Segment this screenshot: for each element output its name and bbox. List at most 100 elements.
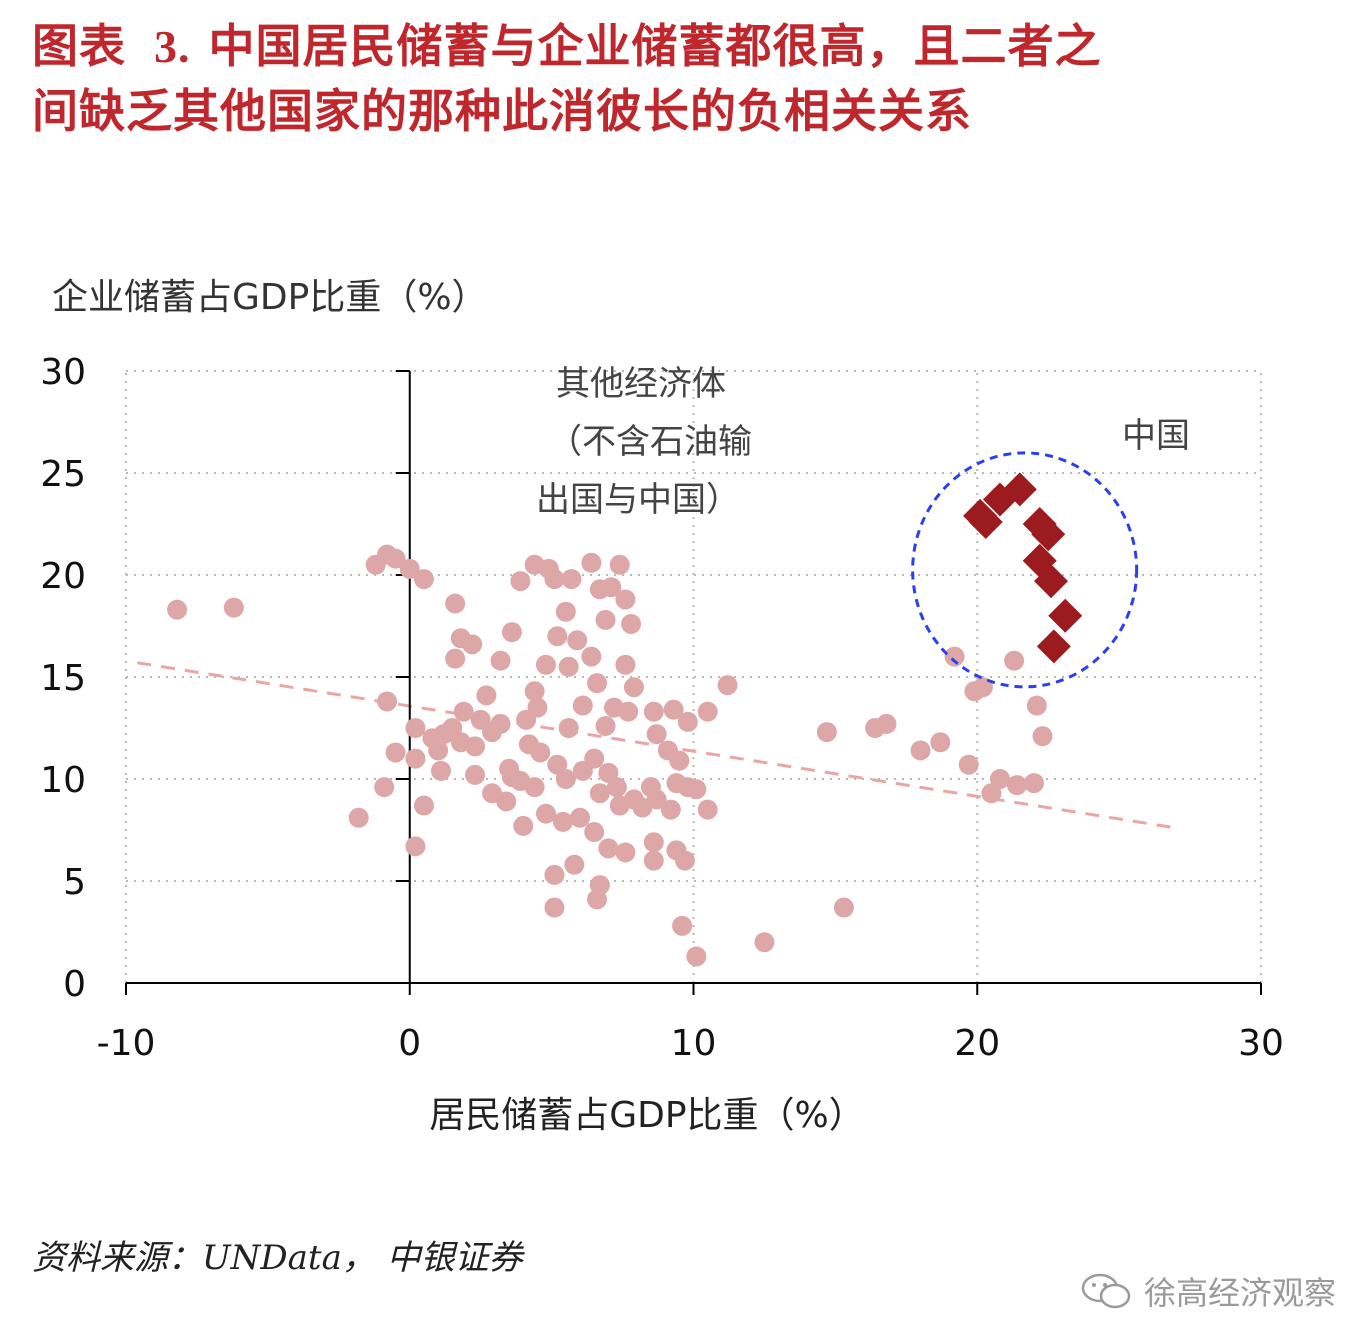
china-points xyxy=(963,472,1083,664)
data-point-other xyxy=(567,630,588,651)
watermark: 徐高经济观察 xyxy=(1080,1268,1336,1314)
annotation-china: 中国 xyxy=(1122,416,1190,456)
data-point-other xyxy=(587,673,608,694)
data-point-china xyxy=(1048,598,1083,633)
x-axis-label-text: 居民储蓄占GDP比重（%） xyxy=(429,1095,865,1136)
data-point-other xyxy=(399,558,420,579)
data-point-other xyxy=(462,634,483,655)
data-point-other xyxy=(609,554,630,575)
data-point-other xyxy=(413,795,434,816)
data-point-other xyxy=(535,654,556,675)
data-point-other xyxy=(476,685,497,706)
tick-labels: -10 0 10 20 30 0 5 10 15 20 25 30 xyxy=(40,352,1284,1064)
data-point-other xyxy=(1032,726,1053,747)
trendline-group xyxy=(137,661,1177,830)
data-point-china xyxy=(1036,629,1071,664)
data-point-other xyxy=(527,697,548,718)
data-point-other xyxy=(552,811,573,832)
figure-label: 图表 xyxy=(32,19,126,73)
data-point-other xyxy=(958,754,979,775)
data-point-other xyxy=(547,626,568,647)
y-tick-label: 30 xyxy=(40,352,86,393)
annotation-others-line1: 其他经济体 xyxy=(556,364,726,404)
data-point-other xyxy=(555,769,576,789)
data-point-other xyxy=(558,718,579,738)
data-point-other xyxy=(405,718,426,738)
data-point-other xyxy=(581,646,602,667)
data-point-other xyxy=(615,589,636,610)
data-point-other xyxy=(674,850,695,871)
data-point-other xyxy=(981,783,1002,804)
data-point-other xyxy=(646,724,667,745)
x-tick-label: -10 xyxy=(97,1023,156,1064)
data-point-other xyxy=(697,799,718,820)
data-point-other xyxy=(754,932,775,953)
data-point-other xyxy=(513,815,534,836)
data-point-other xyxy=(374,777,395,798)
data-point-china xyxy=(1002,472,1037,507)
data-point-other xyxy=(496,791,517,812)
china-highlight-circle xyxy=(911,451,1139,689)
annotation-others-line3: 出国与中国） xyxy=(536,480,740,520)
data-point-other xyxy=(618,701,639,722)
data-point-other xyxy=(663,699,684,720)
data-point-other xyxy=(465,736,486,757)
y-tick-label: 0 xyxy=(63,964,86,1005)
data-point-other xyxy=(587,889,608,910)
data-point-other xyxy=(944,646,965,667)
data-point-other xyxy=(538,558,559,579)
data-point-other xyxy=(570,807,590,828)
x-tick-label: 10 xyxy=(671,1023,717,1064)
data-point-other xyxy=(561,569,582,590)
data-point-other xyxy=(558,656,579,677)
data-point-other xyxy=(223,597,244,618)
source-note: 资料来源：UNData， 中银证券 xyxy=(32,1238,523,1278)
data-point-other xyxy=(595,609,616,630)
data-point-other xyxy=(405,836,426,857)
trendline xyxy=(137,661,1177,830)
data-point-other xyxy=(405,748,426,769)
x-tick-label: 30 xyxy=(1238,1023,1284,1064)
y-tick-label: 15 xyxy=(40,658,86,699)
data-point-other xyxy=(385,548,406,569)
data-point-other xyxy=(544,897,565,918)
data-point-other xyxy=(876,713,897,734)
data-point-other xyxy=(601,577,622,598)
data-point-china xyxy=(1031,517,1066,552)
data-point-other xyxy=(1006,775,1027,796)
data-point-other xyxy=(584,748,605,769)
data-point-other xyxy=(413,569,434,590)
y-axis-label: 企业储蓄占GDP比重（%） xyxy=(52,277,488,318)
china-circle-group xyxy=(911,451,1139,689)
data-point-other xyxy=(501,622,522,643)
data-point-other xyxy=(167,599,188,620)
data-point-other xyxy=(589,783,610,804)
data-point-other xyxy=(430,760,451,781)
data-point-other xyxy=(646,789,667,810)
data-point-other xyxy=(530,742,551,763)
figure-number: 3. xyxy=(154,21,191,72)
data-point-other xyxy=(453,701,474,722)
data-point-other xyxy=(510,571,531,592)
data-point-other xyxy=(564,854,585,875)
watermark-text: 徐高经济观察 xyxy=(1143,1274,1336,1312)
data-point-other xyxy=(581,552,602,573)
data-point-other xyxy=(535,803,556,824)
axes xyxy=(125,370,1262,995)
data-point-other xyxy=(1004,650,1025,671)
data-point-china xyxy=(1034,564,1069,599)
data-point-other xyxy=(501,766,522,787)
wechat-icon xyxy=(1081,1273,1131,1309)
data-point-other xyxy=(524,681,545,702)
figure-title: 图表 3. 中国居民储蓄与企业储蓄都很高，且二者之 间缺乏其他国家的那种此消彼长的负… xyxy=(32,14,1352,143)
data-point-other xyxy=(1024,773,1044,794)
y-tick-label: 25 xyxy=(40,454,86,495)
data-point-other xyxy=(598,838,619,859)
title-text-line2: 间缺乏其他国家的那种此消彼长的负相关关系 xyxy=(32,84,972,138)
data-point-other xyxy=(643,701,664,722)
title-text-line1: 中国居民储蓄与企业储蓄都很高，且二者之 xyxy=(208,19,1102,73)
x-axis-label: 居民储蓄占GDP比重（%） xyxy=(0,1086,1364,1138)
figure-title-line1: 图表 3. 中国居民储蓄与企业储蓄都很高，且二者之 xyxy=(32,14,1352,79)
data-point-other xyxy=(677,711,698,732)
y-tick-label: 5 xyxy=(63,862,86,903)
